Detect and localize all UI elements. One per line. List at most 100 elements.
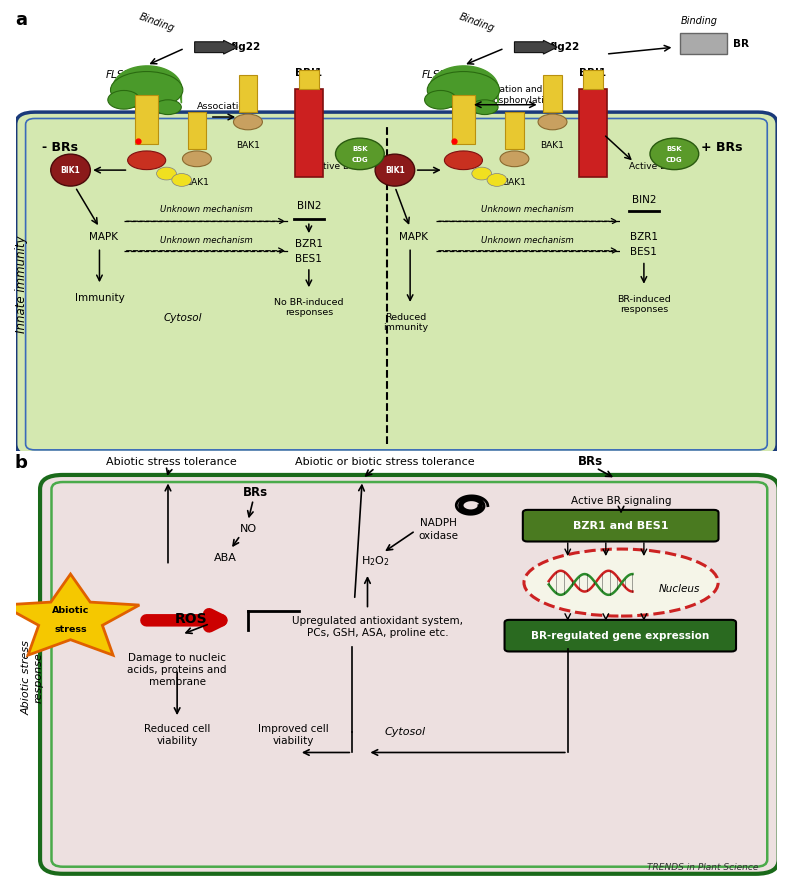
Text: Binding: Binding bbox=[137, 12, 176, 34]
Ellipse shape bbox=[538, 114, 567, 130]
Text: Active BR signaling: Active BR signaling bbox=[571, 496, 671, 506]
Text: Binding: Binding bbox=[458, 12, 495, 34]
Text: oxidase: oxidase bbox=[418, 531, 458, 542]
Text: TRENDS in Plant Science: TRENDS in Plant Science bbox=[647, 864, 758, 873]
Text: BIK1: BIK1 bbox=[60, 165, 80, 174]
FancyBboxPatch shape bbox=[523, 510, 718, 542]
Text: Unknown mechanism: Unknown mechanism bbox=[159, 205, 253, 214]
Text: BSK: BSK bbox=[352, 146, 367, 152]
Text: Binding: Binding bbox=[681, 16, 718, 26]
Text: BR-regulated gene expression: BR-regulated gene expression bbox=[531, 631, 710, 641]
Text: Cytosol: Cytosol bbox=[385, 727, 426, 737]
Ellipse shape bbox=[472, 100, 498, 114]
Text: Damage to nucleic
acids, proteins and
membrane: Damage to nucleic acids, proteins and me… bbox=[127, 653, 227, 687]
Ellipse shape bbox=[128, 151, 166, 170]
Text: FLS2: FLS2 bbox=[106, 70, 131, 81]
Text: BRI1: BRI1 bbox=[295, 67, 323, 78]
Text: flg22: flg22 bbox=[550, 42, 580, 52]
Text: BRs: BRs bbox=[243, 487, 268, 499]
Ellipse shape bbox=[111, 72, 183, 109]
Ellipse shape bbox=[182, 151, 211, 166]
Text: BAK1: BAK1 bbox=[502, 179, 527, 188]
Text: Reduced cell
viability: Reduced cell viability bbox=[144, 724, 210, 746]
Text: BZR1: BZR1 bbox=[630, 233, 658, 242]
Text: Innate immunity: Innate immunity bbox=[15, 235, 28, 333]
Bar bbox=[680, 34, 727, 54]
FancyArrow shape bbox=[514, 41, 557, 54]
Text: BAK1: BAK1 bbox=[236, 141, 260, 150]
Bar bbox=[506, 112, 524, 149]
Text: BES1: BES1 bbox=[630, 247, 657, 258]
Text: BR-induced
responses: BR-induced responses bbox=[617, 295, 670, 314]
FancyArrow shape bbox=[195, 41, 237, 54]
Text: - BRs: - BRs bbox=[42, 142, 78, 155]
Text: BAK1: BAK1 bbox=[541, 141, 564, 150]
Text: Immunity: Immunity bbox=[75, 293, 124, 303]
Text: NO: NO bbox=[239, 524, 257, 535]
Circle shape bbox=[650, 138, 699, 170]
Text: BZR1: BZR1 bbox=[295, 239, 323, 249]
Circle shape bbox=[472, 167, 491, 180]
Ellipse shape bbox=[108, 90, 140, 109]
Text: BAK1: BAK1 bbox=[584, 141, 608, 150]
Text: Unknown mechanism: Unknown mechanism bbox=[481, 235, 574, 245]
Bar bbox=[299, 70, 319, 89]
Text: Unknown mechanism: Unknown mechanism bbox=[481, 205, 574, 214]
Ellipse shape bbox=[51, 154, 90, 186]
Text: FLS2: FLS2 bbox=[422, 70, 447, 81]
Text: Reduced
immunity: Reduced immunity bbox=[383, 312, 428, 332]
Text: Abiotic stress tolerance: Abiotic stress tolerance bbox=[107, 457, 237, 466]
FancyBboxPatch shape bbox=[40, 475, 779, 873]
Text: BIN2: BIN2 bbox=[632, 195, 656, 204]
Text: Inactive BSUs: Inactive BSUs bbox=[304, 162, 365, 172]
Ellipse shape bbox=[375, 154, 414, 186]
Text: BRs: BRs bbox=[578, 455, 603, 468]
Ellipse shape bbox=[233, 114, 262, 130]
Circle shape bbox=[487, 173, 507, 187]
Text: a: a bbox=[15, 12, 27, 29]
Text: BIK1: BIK1 bbox=[385, 165, 405, 174]
Text: MAPK: MAPK bbox=[399, 233, 428, 242]
Text: Unknown mechanism: Unknown mechanism bbox=[159, 235, 253, 245]
FancyBboxPatch shape bbox=[16, 112, 777, 457]
Text: Abiotic: Abiotic bbox=[52, 606, 89, 615]
Text: Abiotic stress
response: Abiotic stress response bbox=[22, 641, 43, 715]
Text: flg22: flg22 bbox=[231, 42, 261, 52]
Text: CDG: CDG bbox=[666, 157, 683, 163]
Text: H$_2$O$_2$: H$_2$O$_2$ bbox=[361, 554, 389, 568]
Bar bbox=[579, 88, 607, 177]
Polygon shape bbox=[2, 574, 139, 655]
Ellipse shape bbox=[425, 90, 457, 109]
Bar bbox=[239, 75, 257, 112]
FancyBboxPatch shape bbox=[505, 620, 736, 651]
Text: Nucleus: Nucleus bbox=[659, 584, 700, 594]
Text: stress: stress bbox=[54, 625, 87, 634]
Circle shape bbox=[335, 138, 384, 170]
Text: MAPK: MAPK bbox=[89, 233, 118, 242]
Text: Association: Association bbox=[196, 102, 250, 112]
Text: BES1: BES1 bbox=[295, 254, 323, 264]
Circle shape bbox=[172, 173, 192, 187]
Text: BAK1: BAK1 bbox=[185, 179, 209, 188]
Ellipse shape bbox=[444, 151, 483, 170]
Ellipse shape bbox=[155, 100, 181, 114]
Text: Improved cell
viability: Improved cell viability bbox=[258, 724, 329, 746]
Text: NADPH: NADPH bbox=[420, 518, 457, 528]
Bar bbox=[583, 70, 603, 89]
Text: BIN2: BIN2 bbox=[297, 201, 321, 211]
Bar bbox=[135, 95, 158, 144]
Text: Upregulated antioxidant system,
PCs, GSH, ASA, proline etc.: Upregulated antioxidant system, PCs, GSH… bbox=[292, 616, 463, 638]
Text: CDG: CDG bbox=[352, 157, 368, 163]
Text: Active BSUs: Active BSUs bbox=[629, 162, 683, 172]
Text: BZR1 and BES1: BZR1 and BES1 bbox=[573, 521, 669, 531]
Text: BR: BR bbox=[733, 39, 749, 50]
Text: ROS: ROS bbox=[174, 612, 207, 627]
Bar bbox=[295, 88, 323, 177]
Text: BRI1: BRI1 bbox=[579, 67, 607, 78]
Ellipse shape bbox=[427, 72, 499, 109]
Text: Cytosol: Cytosol bbox=[164, 312, 203, 323]
Text: Association and
Transphosphorylation: Association and Transphosphorylation bbox=[458, 85, 555, 104]
Text: No BR-induced
responses: No BR-induced responses bbox=[274, 298, 344, 318]
Bar bbox=[543, 75, 561, 112]
Bar bbox=[452, 95, 475, 144]
